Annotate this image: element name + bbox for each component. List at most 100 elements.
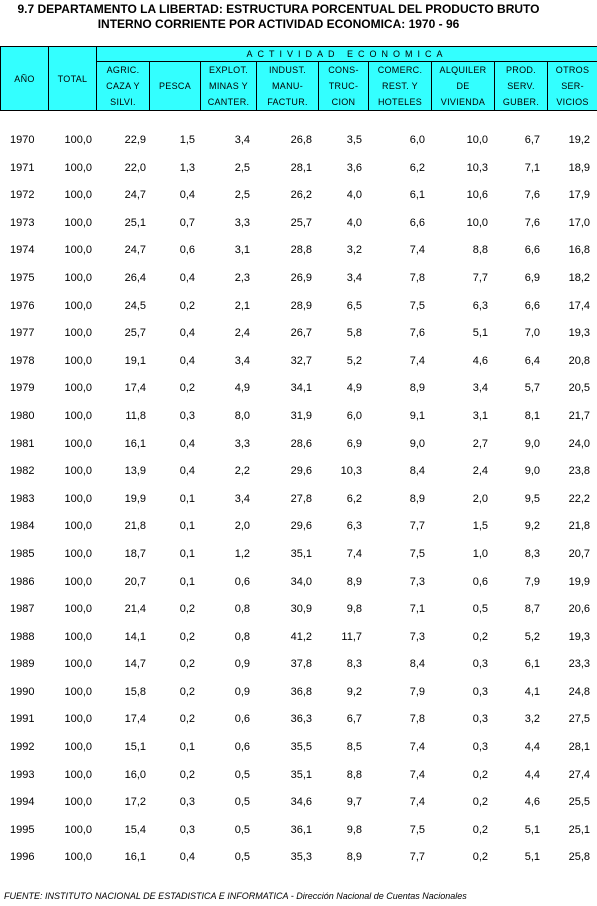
header-col-line: CION: [331, 97, 356, 107]
table-cell: 19,3: [568, 630, 590, 643]
table-cell: 3,4: [346, 271, 362, 284]
table-row: 1974 100,0 24,7 0,6 3,1 28,8 3,2 7,4 8,8 6,6 16,8: [0, 237, 597, 265]
table-cell: 17,4: [124, 713, 146, 726]
table-cell: 6,6: [409, 216, 425, 229]
table-cell: 100,0: [64, 520, 92, 533]
table-cell: 30,9: [290, 603, 312, 616]
table-cell: 20,7: [568, 547, 590, 560]
table-cell: 0,3: [472, 741, 488, 754]
table-cell: 25,7: [290, 216, 312, 229]
table-row: 1993 100,0 16,0 0,2 0,5 35,1 8,8 7,4 0,2 4,4 27,4: [0, 762, 597, 790]
table-row: 1972 100,0 24,7 0,4 2,5 26,2 4,0 6,1 10,6 7,6 17,9: [0, 182, 597, 210]
table-cell: 0,6: [472, 575, 488, 588]
table-cell: 100,0: [64, 409, 92, 422]
header-col-line: FACTUR.: [267, 97, 308, 107]
table-cell: 23,3: [568, 658, 590, 671]
table-cell: 26,2: [290, 189, 312, 202]
header-col-line: MANU-: [272, 81, 303, 91]
table-cell: 16,0: [124, 768, 146, 781]
table-cell: 100,0: [64, 547, 92, 560]
table-row: 1985 100,0 18,7 0,1 1,2 35,1 7,4 7,5 1,0 8,3 20,7: [0, 541, 597, 569]
table-row: 1979 100,0 17,4 0,2 4,9 34,1 4,9 8,9 3,4 5,7 20,5: [0, 375, 597, 403]
table-cell: 3,2: [524, 713, 540, 726]
table-cell: 0,6: [234, 575, 250, 588]
title-line-1: 9.7 DEPARTAMENTO LA LIBERTAD: ESTRUCTURA…: [17, 2, 540, 16]
table-row: 1982 100,0 13,9 0,4 2,2 29,6 10,3 8,4 2,4 9,0 23,8: [0, 458, 597, 486]
header-col-4: CONS- TRUC- CION: [318, 61, 369, 111]
table-cell: 0,5: [234, 823, 250, 836]
table-cell: 23,8: [568, 465, 590, 478]
table-cell: 0,3: [179, 409, 195, 422]
table-cell: 0,2: [472, 823, 488, 836]
table-cell: 6,4: [524, 354, 540, 367]
table-cell: 7,6: [409, 327, 425, 340]
table-cell: 18,7: [124, 547, 146, 560]
table-cell: 7,8: [409, 713, 425, 726]
table-cell: 100,0: [64, 603, 92, 616]
table-cell: 15,1: [124, 741, 146, 754]
table-cell: 8,9: [346, 851, 362, 864]
table-row: 1992 100,0 15,1 0,1 0,6 35,5 8,5 7,4 0,3 4,4 28,1: [0, 734, 597, 762]
table-cell: 9,5: [524, 492, 540, 505]
table-cell: 1972: [10, 189, 35, 202]
table-cell: 0,3: [472, 658, 488, 671]
table-cell: 11,8: [125, 409, 146, 422]
table-cell: 6,0: [409, 134, 425, 146]
table-cell: 3,3: [234, 437, 250, 450]
table-cell: 28,1: [568, 741, 590, 754]
table-cell: 6,6: [524, 299, 540, 312]
table-cell: 100,0: [64, 299, 92, 312]
table-cell: 3,3: [234, 216, 250, 229]
table-cell: 7,6: [524, 189, 540, 202]
table-cell: 24,0: [568, 437, 590, 450]
table-cell: 100,0: [64, 437, 92, 450]
table-cell: 1988: [10, 630, 35, 643]
table-cell: 5,1: [472, 327, 488, 340]
table-cell: 6,7: [346, 713, 362, 726]
table-cell: 7,1: [409, 603, 425, 616]
table-cell: 0,5: [234, 851, 250, 864]
table-cell: 0,1: [179, 741, 195, 754]
header-col-8: OTROS SER- VICIOS: [546, 61, 597, 111]
table-cell: 100,0: [64, 575, 92, 588]
table-cell: 8,0: [234, 409, 250, 422]
table-cell: 4,0: [346, 216, 362, 229]
table-cell: 100,0: [64, 134, 92, 146]
table-cell: 17,4: [124, 382, 146, 395]
table-cell: 25,7: [124, 327, 146, 340]
table-cell: 25,1: [568, 823, 590, 836]
table-cell: 0,4: [179, 327, 195, 340]
table-cell: 29,6: [290, 520, 312, 533]
header-col-line: GUBER.: [502, 97, 540, 107]
table-row: 1988 100,0 14,1 0,2 0,8 41,2 11,7 7,3 0,2 5,2 19,3: [0, 624, 597, 652]
table-cell: 100,0: [64, 630, 92, 643]
table-cell: 2,1: [234, 299, 250, 312]
table-cell: 16,1: [124, 437, 146, 450]
table-cell: 5,7: [524, 382, 540, 395]
header-col-line: COMERC.: [377, 65, 423, 75]
table-cell: 15,4: [124, 823, 146, 836]
table-cell: 1,2: [234, 547, 250, 560]
table-cell: 24,7: [124, 244, 146, 257]
table-cell: 34,0: [290, 575, 312, 588]
table-cell: 4,4: [524, 768, 540, 781]
table-cell: 1978: [10, 354, 35, 367]
table-row: 1981 100,0 16,1 0,4 3,3 28,6 6,9 9,0 2,7 9,0 24,0: [0, 431, 597, 459]
table-cell: 3,4: [234, 492, 250, 505]
header-col-line: MINAS Y: [209, 81, 248, 91]
table-cell: 7,7: [409, 520, 425, 533]
table-cell: 19,9: [568, 575, 590, 588]
table-cell: 6,1: [409, 189, 425, 202]
header-col-2: EXPLOT. MINAS Y CANTER.: [200, 61, 257, 111]
table-cell: 6,0: [346, 409, 362, 422]
table-cell: 7,4: [409, 354, 425, 367]
table-cell: 100,0: [64, 382, 92, 395]
table-cell: 7,4: [409, 768, 425, 781]
table-cell: 100,0: [64, 189, 92, 202]
table-cell: 1993: [10, 768, 35, 781]
table-cell: 17,2: [124, 796, 146, 809]
table-cell: 0,8: [234, 603, 250, 616]
table-header: AÑO TOTAL ACTIVIDAD ECONOMICA AGRIC. CAZA…: [0, 46, 597, 111]
table-cell: 3,5: [346, 134, 362, 146]
table-cell: 5,2: [346, 354, 362, 367]
